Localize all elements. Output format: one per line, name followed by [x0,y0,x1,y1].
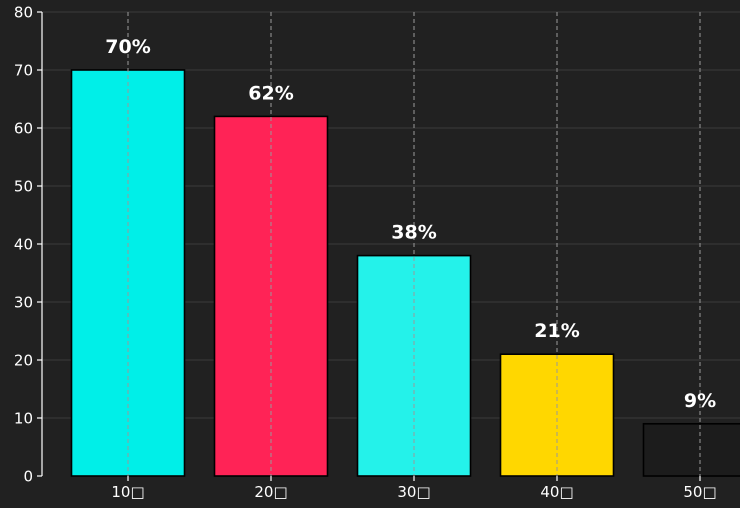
bar [213,115,329,477]
x-tick-label: 30□ [397,483,430,501]
data-labels: 70% 62% 38% 21% 9% [105,36,716,412]
y-tick-label: 60 [14,120,33,138]
data-label: 21% [534,320,579,342]
x-tick-label: 10□ [111,483,144,501]
y-tick-label: 40 [14,236,33,254]
y-tick-label: 10 [14,410,33,428]
y-tick-label: 0 [23,468,33,486]
x-tick-labels: 10□ 20□ 30□ 40□ 50□ [111,476,717,501]
y-tick-label: 70 [14,62,33,80]
x-tick-label: 20□ [254,483,287,501]
y-tick-label: 30 [14,294,33,312]
data-label: 62% [248,82,293,104]
x-tick-label: 50□ [683,483,716,501]
data-label: 70% [105,36,150,58]
bars [70,69,740,477]
y-axis: 0 10 20 30 40 50 60 70 80 [14,4,43,486]
y-tick-label: 80 [14,4,33,22]
data-label: 9% [684,390,716,412]
y-tick-label: 20 [14,352,33,370]
y-tick-label: 50 [14,178,33,196]
x-tick-label: 40□ [540,483,573,501]
vertical-grid [127,12,701,476]
bar [642,422,740,477]
data-label: 38% [391,222,436,244]
